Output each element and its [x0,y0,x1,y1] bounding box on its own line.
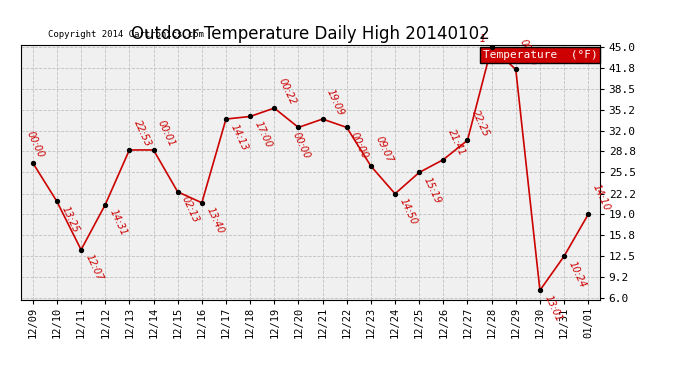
Text: 13:40: 13:40 [204,206,225,236]
Text: 14:31: 14:31 [108,208,128,238]
Text: 10:24: 10:24 [566,260,587,289]
Text: 14:13: 14:13 [228,122,249,152]
Point [28,160,39,166]
Point [317,116,328,122]
Title: Outdoor Temperature Daily High 20140102: Outdoor Temperature Daily High 20140102 [131,26,490,44]
Text: 22:25: 22:25 [470,108,491,138]
Point [365,163,376,169]
Text: Temperature  (°F): Temperature (°F) [482,50,598,60]
Point [172,189,183,195]
Point [293,124,304,130]
Text: 13:25: 13:25 [59,205,80,234]
Point [220,116,231,122]
Point [582,211,593,217]
Point [244,114,255,120]
Point [558,253,569,259]
Text: 15:19: 15:19 [422,176,442,206]
Text: 00:00: 00:00 [291,130,312,160]
Point [486,44,497,50]
Text: 00:00: 00:00 [349,130,370,160]
Point [510,66,521,72]
Text: 14:50: 14:50 [397,197,418,227]
Point [75,247,86,253]
Point [534,287,545,293]
Point [341,124,352,130]
Point [148,147,159,153]
Text: 1: 1 [480,34,486,44]
Text: 00:22: 00:22 [277,76,297,106]
Point [462,137,473,143]
Text: 12:07: 12:07 [83,253,104,283]
Point [389,191,400,197]
Point [51,198,62,204]
Text: 19:09: 19:09 [325,87,346,117]
Text: 21:41: 21:41 [446,128,466,158]
Text: 13:01: 13:01 [542,294,563,323]
Text: 14:10: 14:10 [591,183,611,212]
Point [437,157,448,163]
Text: 17:00: 17:00 [253,120,273,150]
Text: 09:07: 09:07 [373,134,394,164]
Point [268,105,279,111]
Point [124,147,135,153]
Text: 02:13: 02:13 [180,195,201,225]
Text: 00:00: 00:00 [518,38,539,68]
Text: Copyright 2014 Cartronics.com: Copyright 2014 Cartronics.com [48,30,204,39]
Text: 00:01: 00:01 [156,118,177,148]
Text: 00:00: 00:00 [24,130,46,160]
Point [99,202,110,208]
Point [413,170,424,176]
Text: 22:53: 22:53 [132,118,152,148]
Point [196,200,207,206]
